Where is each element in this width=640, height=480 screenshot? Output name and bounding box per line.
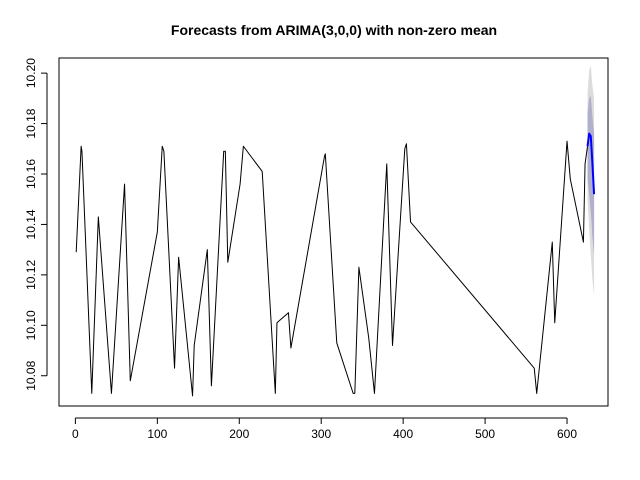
- y-tick-label: 10.18: [24, 108, 38, 138]
- x-tick-label: 0: [72, 427, 79, 441]
- series-layer: [75, 132, 596, 397]
- y-tick-label: 10.08: [24, 360, 38, 390]
- x-tick-label: 100: [147, 427, 167, 441]
- forecast-series-line: [586, 132, 596, 195]
- x-tick-label: 600: [557, 427, 577, 441]
- y-axis: 10.08 10.10 10.12 10.14 10.16 10.18 10.20: [24, 58, 48, 391]
- y-tick-label: 10.10: [24, 310, 38, 340]
- x-tick-label: 500: [475, 427, 495, 441]
- y-tick-label: 10.12: [24, 260, 38, 290]
- x-tick-label: 300: [311, 427, 331, 441]
- x-axis: 0 100 200 300 400 500 600: [72, 417, 577, 441]
- y-tick-label: 10.20: [24, 58, 38, 88]
- x-tick-label: 200: [229, 427, 249, 441]
- plot-frame: [58, 57, 609, 407]
- y-tick-label: 10.16: [24, 159, 38, 189]
- y-tick-label: 10.14: [24, 209, 38, 239]
- observed-series-line: [75, 140, 589, 397]
- chart-title: Forecasts from ARIMA(3,0,0) with non-zer…: [171, 22, 497, 38]
- x-tick-label: 400: [393, 427, 413, 441]
